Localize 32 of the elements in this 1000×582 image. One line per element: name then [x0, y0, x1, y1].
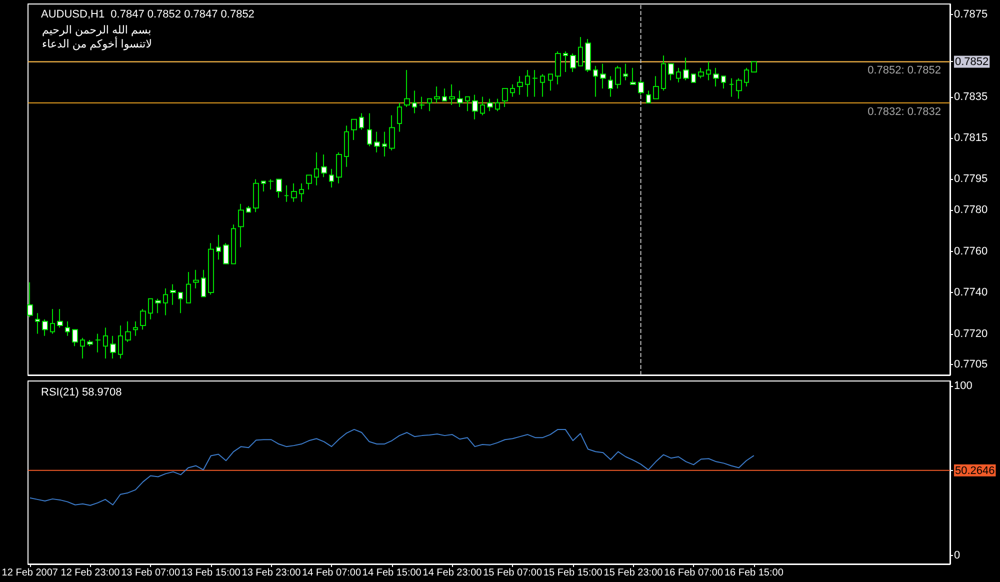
x-tick-label: 15 Feb 23:00 [604, 568, 664, 578]
y-tick-label: 0.7875 [954, 8, 988, 20]
x-tick-label: 12 Feb 2007 [2, 568, 58, 578]
y-tick-label: 0.7740 [954, 286, 988, 299]
text: RSI(21) 58.9708 [41, 386, 122, 398]
annotation: لاتنسوا أخوكم من الدعاء [42, 36, 152, 50]
y-tick-label: 50.2646 [955, 464, 995, 477]
chart-title: AUDUSD,H1 0.7847 0.7852 0.7847 0.7852 [41, 8, 254, 20]
x-tick-label: 13 Feb 07:00 [121, 568, 180, 578]
x-tick-label: 12 Feb 23:00 [60, 568, 120, 578]
y-tick-label: 0.7720 [954, 328, 988, 340]
x-tick-label: 13 Feb 23:00 [242, 568, 302, 578]
y-tick-label: 0.7852 [955, 56, 989, 68]
y-tick-label: 0.7705 [954, 358, 988, 371]
x-tick-label: 14 Feb 23:00 [422, 568, 482, 578]
x-tick-label: 16 Feb 15:00 [724, 568, 784, 578]
y-tick-label: 0.7795 [954, 173, 988, 186]
x-tick-label: 14 Feb 15:00 [362, 568, 422, 578]
x-tick-label: 15 Feb 15:00 [543, 568, 603, 578]
annotation: بسم الله الرحمن الرحيم [42, 24, 152, 36]
y-tick-label: 0 [954, 550, 960, 562]
y-tick-label: 100 [954, 380, 972, 392]
x-tick-label: 15 Feb 07:00 [483, 568, 542, 578]
y-tick-label: 0.7780 [954, 204, 988, 216]
x-tick-label: 13 Feb 15:00 [181, 568, 241, 578]
ref-line-label: 0.7852: 0.7852 [868, 64, 941, 77]
y-tick-label: 0.7760 [954, 245, 988, 258]
ref-line-label: 0.7832: 0.7832 [868, 106, 941, 118]
y-tick-label: 0.7835 [954, 90, 988, 103]
x-tick-label: 14 Feb 07:00 [302, 568, 362, 578]
x-tick-label: 16 Feb 07:00 [664, 568, 724, 578]
y-tick-label: 0.7815 [954, 132, 988, 144]
